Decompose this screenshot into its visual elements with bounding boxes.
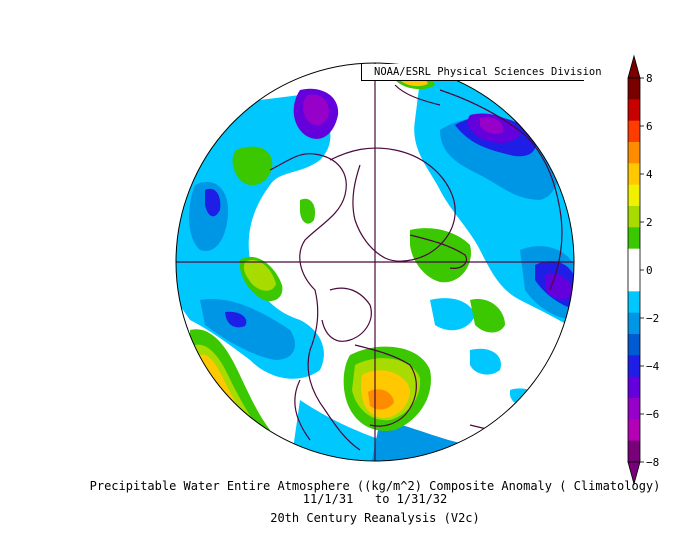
map-title: Precipitable Water Entire Atmosphere ((k…: [89, 479, 661, 493]
colorbar-tick-label: −6: [646, 408, 660, 421]
colorbar-segment: [628, 142, 640, 164]
colorbar-segment: [628, 355, 640, 378]
colorbar-segment: [628, 99, 640, 122]
colorbar-segment: [628, 184, 640, 207]
colorbar-tick-label: −8: [646, 456, 660, 469]
colorbar-tick-label: −4: [646, 360, 660, 373]
colorbar-segment: [628, 270, 640, 292]
colorbar-bottom-arrow: [627, 461, 641, 486]
colorbar-segment: [628, 227, 640, 250]
dataset-name: 20th Century Reanalysis (V2c): [270, 511, 480, 525]
coastlines: [269, 84, 563, 451]
colorbar-segment: [628, 291, 640, 314]
colorbar-segment: [628, 312, 640, 335]
colorbar-segment: [628, 334, 640, 356]
colorbar-segment: [628, 248, 640, 271]
anomaly-field: [176, 63, 574, 461]
time-period: 11/1/31 to 1/31/32: [302, 492, 448, 506]
negative-anomaly-deep: [303, 94, 504, 134]
colorbar-top-arrow: [627, 54, 641, 79]
colorbar-segment: [628, 398, 640, 420]
colorbar-segment: [628, 440, 640, 463]
colorbar-tick-label: 0: [646, 264, 653, 277]
colorbar-tick-label: 4: [646, 168, 653, 181]
colorbar-segment: [628, 376, 640, 399]
colorbar-tick-label: −2: [646, 312, 660, 325]
colorbar: [627, 54, 644, 486]
colorbar-tick-label: 2: [646, 216, 653, 229]
colorbar-segment: [628, 120, 640, 143]
colorbar-segment: [628, 419, 640, 442]
colorbar-tick-label: 6: [646, 120, 653, 133]
colorbar-tick-label: 8: [646, 72, 653, 85]
colorbar-segment: [628, 206, 640, 228]
map-border: [175, 62, 575, 462]
colorbar-segment: [628, 163, 640, 186]
colorbar-segment: [628, 78, 640, 100]
credit-label: NOAA/ESRL Physical Sciences Division: [361, 64, 602, 81]
